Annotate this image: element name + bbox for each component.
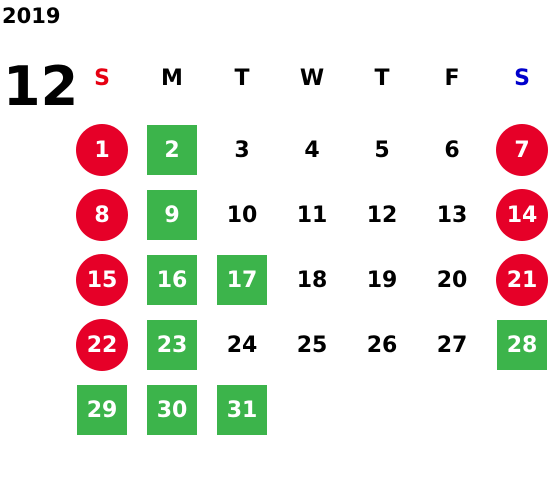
day-cell: 28 bbox=[497, 320, 547, 370]
day-cell: 17 bbox=[217, 255, 267, 305]
month: 12 bbox=[3, 55, 79, 118]
day-cell: 25 bbox=[296, 332, 328, 358]
day-cell: 29 bbox=[77, 385, 127, 435]
day-cell: 13 bbox=[436, 202, 468, 228]
day-cell: 4 bbox=[304, 137, 320, 163]
weekday-label: T bbox=[374, 66, 390, 91]
day-cell: 26 bbox=[366, 332, 398, 358]
day-cell: 3 bbox=[234, 137, 250, 163]
weekday-label: T bbox=[234, 66, 250, 91]
day-cell: 16 bbox=[147, 255, 197, 305]
day-cell: 11 bbox=[296, 202, 328, 228]
day-cell: 23 bbox=[147, 320, 197, 370]
day-cell: 9 bbox=[147, 190, 197, 240]
day-cell: 12 bbox=[366, 202, 398, 228]
day-cell: 31 bbox=[217, 385, 267, 435]
weekday-label: W bbox=[299, 66, 325, 91]
day-cell: 2 bbox=[147, 125, 197, 175]
day-cell: 1 bbox=[76, 124, 128, 176]
weekday-label: M bbox=[161, 66, 183, 91]
day-cell: 5 bbox=[374, 137, 390, 163]
day-cell: 15 bbox=[76, 254, 128, 306]
day-cell: 21 bbox=[496, 254, 548, 306]
weekday-label: S bbox=[514, 66, 530, 91]
day-cell: 10 bbox=[226, 202, 258, 228]
day-cell: 22 bbox=[76, 319, 128, 371]
weekday-label: S bbox=[94, 66, 110, 91]
day-cell: 18 bbox=[296, 267, 328, 293]
day-cell: 6 bbox=[444, 137, 460, 163]
day-cell: 14 bbox=[496, 189, 548, 241]
day-cell: 24 bbox=[226, 332, 258, 358]
day-cell: 20 bbox=[436, 267, 468, 293]
year: 2019 bbox=[2, 4, 61, 28]
day-cell: 8 bbox=[76, 189, 128, 241]
day-cell: 19 bbox=[366, 267, 398, 293]
day-cell: 30 bbox=[147, 385, 197, 435]
day-cell: 27 bbox=[436, 332, 468, 358]
weekday-label: F bbox=[444, 66, 460, 91]
day-cell: 7 bbox=[496, 124, 548, 176]
